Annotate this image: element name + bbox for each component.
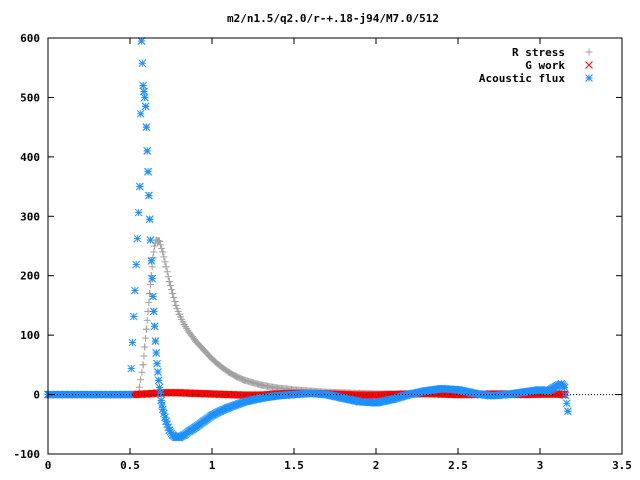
- y-tick-label: 600: [20, 32, 40, 45]
- data-point-interp: [166, 282, 174, 290]
- data-point-interp: [158, 244, 166, 252]
- data-point-interp: [153, 359, 161, 368]
- data-point-interp: [173, 304, 181, 312]
- data-point-interp: [147, 257, 156, 265]
- data-point-interp: [156, 237, 164, 245]
- x-tick-label: 3: [537, 459, 544, 472]
- data-point-interp: [139, 361, 147, 369]
- y-tick-label: 100: [20, 329, 40, 342]
- data-point-interp: [162, 263, 170, 271]
- data-point-interp: [138, 59, 147, 68]
- data-point-interp: [564, 407, 572, 416]
- data-point-interp: [560, 383, 569, 392]
- data-point-interp: [145, 191, 153, 200]
- data-point-interp: [170, 294, 178, 302]
- data-point-interp: [131, 286, 139, 295]
- data-point-interp: [148, 274, 156, 283]
- data-point-interp: [154, 368, 162, 376]
- x-tick-label: 1.5: [284, 459, 304, 472]
- y-tick-label: 500: [20, 91, 40, 104]
- y-tick-label: -100: [14, 448, 41, 461]
- data-point-interp: [142, 334, 150, 342]
- legend-marker-g-work: [585, 61, 593, 69]
- x-tick-label: 0.5: [120, 459, 140, 472]
- x-tick-label: 0: [45, 459, 52, 472]
- data-point-interp: [136, 109, 145, 118]
- data-point-interp: [132, 260, 141, 269]
- data-point-interp: [141, 102, 150, 111]
- data-point-interp: [151, 337, 160, 345]
- data-point-interp: [149, 292, 157, 301]
- chart-title: m2/n1.5/q2.0/r-+.18-j94/M7.0/512: [227, 12, 439, 25]
- data-point-interp: [143, 316, 151, 324]
- legend-label-acoustic-flux: Acoustic flux: [479, 72, 565, 85]
- data-point-interp: [143, 147, 152, 155]
- y-tick-label: 300: [20, 210, 40, 223]
- x-tick-label: 1: [209, 459, 216, 472]
- data-point-interp: [135, 182, 144, 191]
- data-point-interp: [161, 258, 169, 266]
- data-point-interp: [169, 290, 177, 298]
- data-point-interp: [168, 286, 176, 294]
- data-point-interp: [562, 399, 571, 408]
- data-point-interp: [148, 263, 156, 271]
- data-point-interp: [127, 364, 136, 373]
- data-point-interp: [140, 93, 149, 102]
- data-point-interp: [171, 297, 179, 305]
- data-point-interp: [145, 215, 154, 224]
- data-point-interp: [135, 383, 143, 391]
- data-point-interp: [133, 234, 142, 243]
- data-point-interp: [146, 236, 155, 244]
- data-point-interp: [163, 268, 171, 276]
- data-point-interp: [172, 301, 180, 309]
- legend-label-r-stress: R stress: [512, 46, 565, 59]
- data-point-interp: [164, 273, 172, 281]
- legend-label-g-work: G work: [525, 59, 565, 72]
- data-point-interp: [157, 241, 165, 249]
- data-point-interp: [144, 167, 152, 176]
- y-tick-label: 0: [33, 389, 40, 402]
- x-tick-label: 2: [373, 459, 380, 472]
- data-point-interp: [137, 376, 145, 384]
- data-point-interp: [149, 307, 158, 316]
- data-point-interp: [151, 242, 159, 250]
- data-point-interp: [150, 322, 159, 331]
- data-point-interp: [152, 349, 161, 357]
- data-point-interp: [154, 376, 163, 385]
- data-point-interp: [160, 253, 168, 261]
- data-point-interp: [129, 312, 138, 321]
- data-point-interp: [156, 389, 165, 398]
- x-tick-label: 3.5: [612, 459, 632, 472]
- data-point-interp: [561, 391, 570, 400]
- x-tick-label: 2.5: [448, 459, 468, 472]
- data-point-interp: [140, 352, 148, 360]
- data-point-interp: [141, 343, 149, 351]
- y-tick-label: 400: [20, 151, 40, 164]
- data-point-interp: [138, 368, 146, 376]
- data-point-interp: [134, 208, 143, 217]
- plot-frame: [47, 37, 623, 455]
- data-point-interp: [137, 37, 146, 45]
- data-point-interp: [174, 307, 182, 315]
- data-point-interp: [159, 248, 167, 256]
- series-acoustic-flux: [44, 37, 572, 442]
- data-point-interp: [145, 298, 153, 306]
- data-point-interp: [142, 123, 151, 131]
- legend-marker-r-stress: [585, 48, 593, 56]
- data-point-interp: [142, 325, 150, 333]
- data-point-interp: [147, 281, 154, 289]
- data-point-interp: [149, 254, 157, 262]
- data-point-interp: [165, 278, 173, 286]
- data-point-interp: [128, 338, 137, 347]
- y-tick-label: 200: [20, 270, 40, 283]
- axis-layer: 0 0.5 1 1.5 2 2.5 3 3.5 -100 0 100 200 300 400 500 600: [14, 32, 632, 472]
- data-point-interp: [150, 248, 158, 256]
- legend-marker-acoustic-flux: [585, 74, 593, 82]
